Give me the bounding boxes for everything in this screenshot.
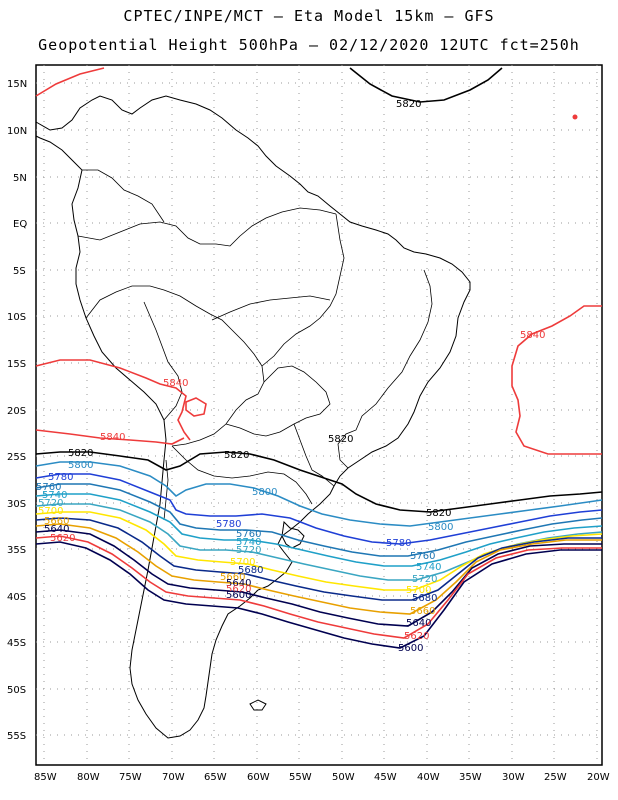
- lat-label: 40S: [7, 592, 26, 603]
- contour-label-5600: 5600: [398, 643, 423, 654]
- contour-label-5800: 5800: [252, 487, 277, 498]
- contour-label-5780: 5780: [386, 538, 411, 549]
- contour-label-5620: 5620: [404, 631, 429, 642]
- country-borders: [77, 169, 433, 521]
- contour-5680: [35, 517, 602, 601]
- longitude-labels: 85W 80W 75W 70W 65W 60W 55W 50W 45W 40W …: [34, 772, 610, 783]
- contour-5800: [35, 461, 603, 527]
- contour-label-5660: 5660: [410, 606, 435, 617]
- lat-label: 5N: [13, 173, 27, 184]
- contour-label-5780: 5780: [48, 472, 73, 483]
- falkland-islands: [249, 699, 267, 711]
- lon-label: 30W: [502, 772, 525, 783]
- contour-5780: [35, 473, 603, 545]
- contour-label-5800: 5800: [68, 460, 93, 471]
- contour-5660: [35, 523, 602, 615]
- contour-5820: [35, 451, 603, 513]
- lat-label: 55S: [7, 731, 26, 742]
- contour-5740: [35, 493, 603, 567]
- red-marker: [572, 114, 578, 120]
- contour-label-5700: 5700: [406, 585, 431, 596]
- contour-label-5660: 5660: [44, 516, 69, 527]
- map-frame: [35, 64, 603, 766]
- lon-label: 25W: [544, 772, 567, 783]
- lat-label: 10N: [7, 126, 27, 137]
- contour-5640: [35, 529, 602, 627]
- lat-label: 25S: [7, 452, 26, 463]
- contour-label-5840: 5840: [100, 432, 125, 443]
- contour-label-5680: 5680: [238, 565, 263, 576]
- contour-label-5660: 5660: [220, 572, 245, 583]
- contour-5840: [35, 67, 105, 97]
- lon-label: 75W: [119, 772, 142, 783]
- lon-label: 85W: [34, 772, 57, 783]
- contour-5600: [35, 541, 602, 649]
- contour-label-5820: 5820: [426, 508, 451, 519]
- lat-label: 15N: [7, 79, 27, 90]
- contour-5840: [35, 429, 185, 445]
- contour-5840: [511, 305, 602, 455]
- contour-label-5740: 5740: [416, 562, 441, 573]
- contour-label-5720: 5720: [412, 574, 437, 585]
- lat-label: 15S: [7, 359, 26, 370]
- contour-label-5620: 5620: [50, 533, 75, 544]
- lat-label: 45S: [7, 638, 26, 649]
- lat-label: 5S: [13, 266, 26, 277]
- contour-label-5680: 5680: [412, 593, 437, 604]
- contour-label-5820: 5820: [396, 99, 421, 110]
- latitude-labels: 15N 10N 5N EQ 5S 10S 15S 20S 25S 30S 35S…: [7, 79, 27, 742]
- contour-label-5760: 5760: [36, 482, 61, 493]
- lon-label: 50W: [332, 772, 355, 783]
- contour-label-5740: 5740: [42, 490, 67, 501]
- contour-label-5760: 5760: [236, 529, 261, 540]
- contour-labels: 5820 5820 5820 5820 5820 5840 5840 5840 …: [36, 99, 545, 654]
- contour-5620: [35, 535, 602, 639]
- lon-label: 40W: [417, 772, 440, 783]
- coastline: [35, 95, 471, 739]
- lon-label: 35W: [459, 772, 482, 783]
- lon-label: 80W: [77, 772, 100, 783]
- contour-5840-small: [185, 397, 207, 417]
- contour-label-5780: 5780: [216, 519, 241, 530]
- contour-5840: [35, 359, 191, 441]
- contour-label-5820: 5820: [328, 434, 353, 445]
- contours: [35, 67, 603, 649]
- rio-de-la-plata: [281, 520, 305, 549]
- lon-label: 70W: [162, 772, 185, 783]
- contour-label-5840: 5840: [163, 378, 188, 389]
- lon-label: 20W: [587, 772, 610, 783]
- contour-label-5640: 5640: [226, 578, 251, 589]
- contour-label-5760: 5760: [410, 551, 435, 562]
- contour-5760: [35, 483, 603, 557]
- graticule: [36, 65, 602, 765]
- contour-label-5800: 5800: [428, 522, 453, 533]
- contour-label-5740: 5740: [236, 537, 261, 548]
- contour-5820: [349, 67, 503, 103]
- contour-label-5820: 5820: [224, 450, 249, 461]
- contour-label-5700: 5700: [230, 557, 255, 568]
- contour-label-5820: 5820: [68, 448, 93, 459]
- lat-label: EQ: [13, 219, 27, 230]
- contour-label-5720: 5720: [236, 545, 261, 556]
- contour-label-5600: 5600: [226, 590, 251, 601]
- lat-label: 10S: [7, 312, 26, 323]
- contour-label-5840: 5840: [520, 330, 545, 341]
- lat-label: 30S: [7, 499, 26, 510]
- contour-label-5640: 5640: [406, 618, 431, 629]
- lon-label: 60W: [247, 772, 270, 783]
- lat-label: 35S: [7, 545, 26, 556]
- title-line-2: Geopotential Height 500hPa – 02/12/2020 …: [38, 36, 580, 54]
- south-america-coast: [35, 95, 471, 739]
- title-line-1: CPTEC/INPE/MCT – Eta Model 15km – GFS: [123, 7, 495, 25]
- lon-label: 55W: [289, 772, 312, 783]
- lon-label: 65W: [204, 772, 227, 783]
- lat-label: 50S: [7, 685, 26, 696]
- contour-label-5640: 5640: [44, 524, 69, 535]
- lat-label: 20S: [7, 406, 26, 417]
- contour-label-5700: 5700: [38, 506, 63, 517]
- lon-label: 45W: [374, 772, 397, 783]
- contour-label-5620: 5620: [226, 584, 251, 595]
- contour-label-5720: 5720: [38, 498, 63, 509]
